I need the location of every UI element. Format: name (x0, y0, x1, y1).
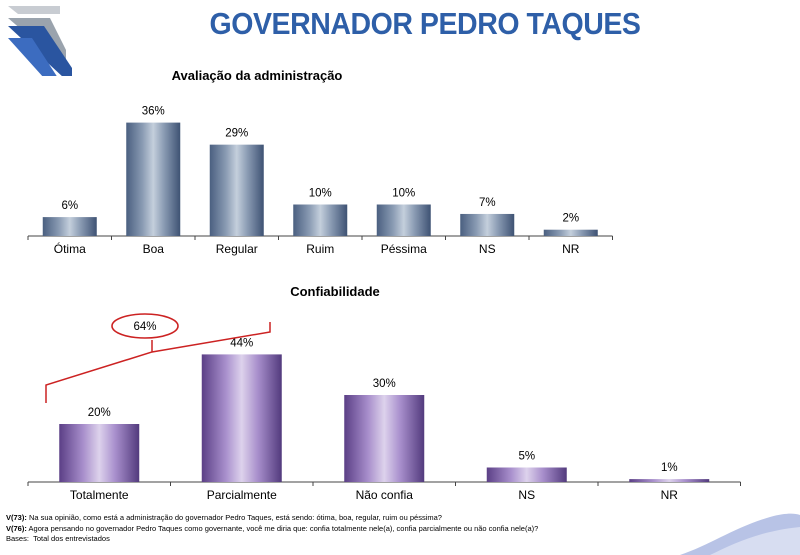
decorative-wave-icon (680, 513, 800, 555)
bar-ruim (293, 204, 348, 236)
category-label-pessima: Péssima (381, 242, 427, 256)
annotation-label: 64% (133, 321, 156, 333)
bar-ns (486, 467, 567, 482)
chart-title: Avaliação da administração (172, 68, 343, 83)
value-label-ns: 5% (518, 451, 535, 463)
category-label-nr: NR (562, 242, 580, 256)
category-label-otima: Ótima (54, 241, 86, 256)
category-label-ns: NS (518, 488, 535, 502)
category-label-boa: Boa (143, 242, 165, 256)
evaluation-chart: Avaliação da administração 6% Ótima 36% Boa 2… (27, 68, 613, 256)
footnote-v73: V(73): Na sua opinião, como está a admin… (6, 513, 442, 522)
category-label-ns: NS (479, 242, 496, 256)
page-title: GOVERNADOR PEDRO TAQUES (209, 6, 641, 41)
bar-boa (126, 122, 181, 236)
bar-nr (543, 229, 598, 236)
value-label-nr: 1% (661, 462, 678, 474)
annotation-ellipse (111, 313, 179, 339)
footnotes: V(73): Na sua opinião, como está a admin… (6, 513, 626, 545)
bar-nao-confia (344, 395, 425, 482)
logo-chevrons-icon (8, 6, 72, 76)
bar-totalmente (59, 424, 140, 482)
bar-otima (42, 217, 97, 236)
bar-ns (460, 213, 515, 236)
value-label-ns: 7% (479, 197, 496, 209)
category-label-ruim: Ruim (306, 242, 334, 256)
category-label-parcialmente: Parcialmente (207, 488, 277, 502)
footnote-v76: V(76): Agora pensando no governador Pedr… (6, 523, 539, 533)
value-label-nr: 2% (562, 213, 579, 225)
category-label-regular: Regular (216, 242, 258, 256)
value-label-parcialmente: 44% (230, 337, 253, 349)
chart-title: Confiabilidade (290, 284, 380, 299)
value-label-totalmente: 20% (88, 407, 111, 419)
annotation-bracket (45, 322, 271, 403)
bar-nr (629, 479, 710, 482)
bar-regular (209, 144, 264, 236)
value-label-regular: 29% (225, 128, 248, 140)
value-label-nao-confia: 30% (373, 378, 396, 390)
category-label-totalmente: Totalmente (70, 488, 129, 502)
bar-pessima (376, 204, 431, 236)
value-label-otima: 6% (61, 200, 78, 212)
trust-chart: Confiabilidade 20% Totalmente 44% Parcialmen… (27, 284, 741, 502)
category-label-nr: NR (661, 488, 679, 502)
category-label-nao-confia: Não confia (356, 488, 414, 502)
value-label-boa: 36% (142, 106, 165, 118)
value-label-pessima: 10% (392, 188, 415, 200)
value-label-ruim: 10% (309, 188, 332, 200)
bar-parcialmente (201, 354, 282, 482)
footnote-bases: Bases: Total dos entrevistados (6, 534, 110, 543)
